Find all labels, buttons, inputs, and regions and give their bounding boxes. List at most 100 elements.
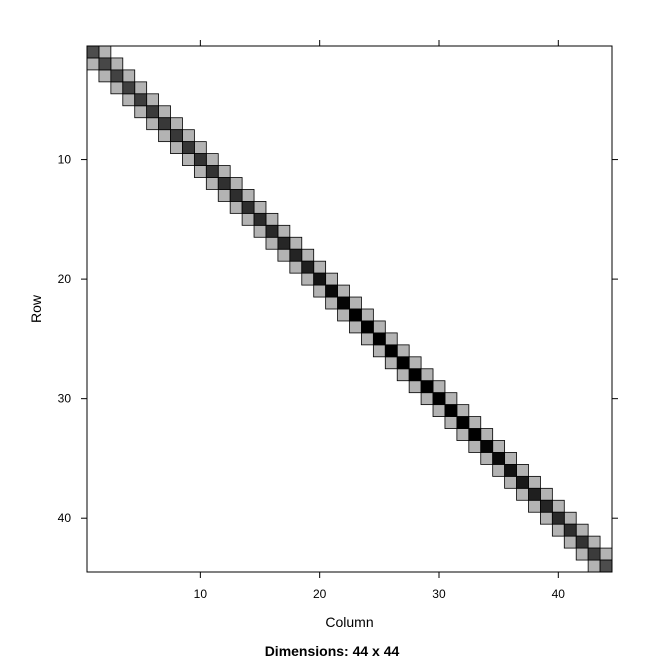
axis-ticks: 10 20 30 40 10 20 30 40 [58,40,618,601]
matrix-cell-offdiag [551,499,565,513]
matrix-cell-diag [432,392,446,406]
matrix-cell-offdiag [110,57,124,71]
x-tick-label: 40 [552,587,566,601]
y-tick-label: 30 [58,392,72,406]
matrix-cell-offdiag [241,189,255,202]
matrix-cell-offdiag [110,81,124,95]
matrix-cell-diag [516,475,529,489]
x-tick-label: 30 [432,587,446,601]
matrix-cell-offdiag [277,248,291,262]
matrix-cell-diag [575,535,589,549]
matrix-cell-diag [420,380,434,394]
y-tick-label: 10 [58,153,72,167]
matrix-cell-offdiag [575,547,589,561]
matrix-cell-offdiag [372,344,386,358]
matrix-cell-offdiag [134,81,148,95]
matrix-cell-offdiag [599,547,613,561]
matrix-cell-offdiag [122,69,136,83]
matrix-cell-diag [217,177,231,190]
matrix-cell-diag [325,284,338,298]
matrix-cell-offdiag [193,141,207,154]
matrix-cell-offdiag [277,224,291,238]
matrix-cell-diag [86,45,100,59]
matrix-cell-diag [170,129,183,143]
matrix-cell-diag [540,499,553,513]
matrix-cell-offdiag [372,320,386,334]
matrix-cell-offdiag [182,129,195,143]
matrix-cell-offdiag [86,57,100,71]
matrix-cell-offdiag [420,392,434,406]
y-tick-label: 40 [58,511,72,525]
matrix-cell-diag [122,81,136,95]
matrix-cell-offdiag [146,93,159,107]
matrix-cell-offdiag [408,380,422,394]
matrix-cell-diag [134,93,148,107]
matrix-cell-offdiag [468,440,482,453]
y-axis-label: Row [28,294,44,323]
matrix-cell-offdiag [301,248,315,262]
matrix-cell-diag [384,344,398,358]
matrix-cell-offdiag [587,535,601,549]
matrix-cell-offdiag [217,189,231,202]
matrix-cell-offdiag [432,404,446,417]
matrix-cell-diag [504,464,517,477]
matrix-cell-diag [313,272,327,286]
matrix-cell-diag [599,559,613,573]
matrix-cell-diag [301,260,315,274]
matrix-cell-offdiag [253,201,267,214]
dimensions-caption: Dimensions: 44 x 44 [265,643,400,659]
matrix-cell-offdiag [528,475,541,489]
matrix-cell-offdiag [134,105,148,119]
matrix-cell-offdiag [456,404,470,417]
matrix-cell-diag [396,356,410,370]
matrix-cell-offdiag [444,392,458,406]
matrix-cell-offdiag [384,332,398,346]
matrix-cell-offdiag [492,464,506,477]
matrix-cell-offdiag [158,129,171,143]
matrix-cell-diag [444,404,458,417]
matrix-cell-diag [456,416,470,429]
matrix-cell-offdiag [253,224,267,238]
matrix-cell-offdiag [480,452,494,465]
matrix-cell-diag [480,440,494,453]
matrix-cell-offdiag [241,212,255,226]
matrix-cell-offdiag [408,356,422,370]
matrix-cell-offdiag [170,141,183,154]
matrix-cell-offdiag [551,523,565,537]
matrix-cell-offdiag [420,368,434,382]
matrix-cell-offdiag [349,296,362,310]
matrix-cell-offdiag [349,320,362,334]
matrix-cell-offdiag [384,356,398,370]
plot-frame [86,45,613,573]
matrix-cell-diag [349,308,362,322]
matrix-cell-offdiag [516,487,529,501]
matrix-cells [86,45,613,573]
matrix-cell-diag [587,547,601,561]
matrix-cell-offdiag [313,284,327,298]
matrix-cell-offdiag [587,559,601,573]
x-axis-label: Column [325,614,373,630]
matrix-cell-offdiag [313,260,327,274]
matrix-cell-offdiag [193,165,207,178]
matrix-cell-diag [241,201,255,214]
matrix-cell-offdiag [265,212,279,226]
matrix-cell-offdiag [528,499,541,513]
matrix-cell-diag [372,332,386,346]
matrix-cell-offdiag [289,260,303,274]
matrix-cell-offdiag [325,296,338,310]
matrix-cell-diag [98,57,112,71]
matrix-cell-offdiag [504,452,517,465]
matrix-cell-offdiag [205,177,219,190]
matrix-cell-diag [182,141,195,154]
matrix-cell-offdiag [301,272,315,286]
matrix-cell-offdiag [98,69,112,83]
matrix-cell-diag [193,153,207,166]
matrix-cell-diag [492,452,506,465]
matrix-cell-offdiag [456,428,470,441]
matrix-cell-offdiag [122,93,136,107]
matrix-cell-offdiag [170,117,183,131]
matrix-cell-offdiag [289,236,303,250]
matrix-cell-offdiag [504,475,517,489]
matrix-cell-diag [528,487,541,501]
